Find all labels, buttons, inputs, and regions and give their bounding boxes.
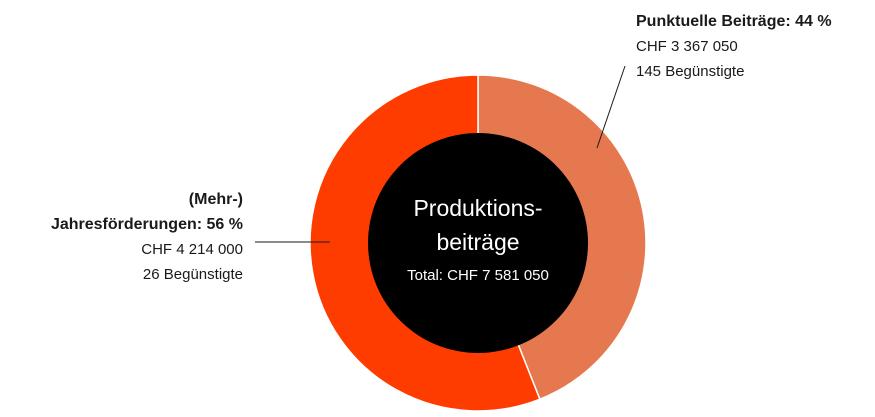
slice-detail: CHF 4 214 000 xyxy=(141,241,243,258)
leader-line xyxy=(596,65,626,149)
slices xyxy=(309,74,647,412)
slice-label: Punktuelle Beiträge: 44 % xyxy=(636,13,832,30)
center-title: beiträge xyxy=(436,229,519,255)
center-subtitle: Total: CHF 7 581 050 xyxy=(407,267,549,284)
slice-label: Jahresförderungen: 56 % xyxy=(51,216,243,233)
slice-detail: 26 Begünstigte xyxy=(143,266,243,283)
center-title: Produktions- xyxy=(413,195,542,221)
slice-label: (Mehr-) xyxy=(189,191,243,208)
donut-hole xyxy=(368,133,588,353)
labels: Produktions-beiträge Total: CHF 7 581 050… xyxy=(51,13,832,284)
slice-detail: CHF 3 367 050 xyxy=(636,38,738,55)
slice-detail: 145 Begünstigte xyxy=(636,63,744,80)
